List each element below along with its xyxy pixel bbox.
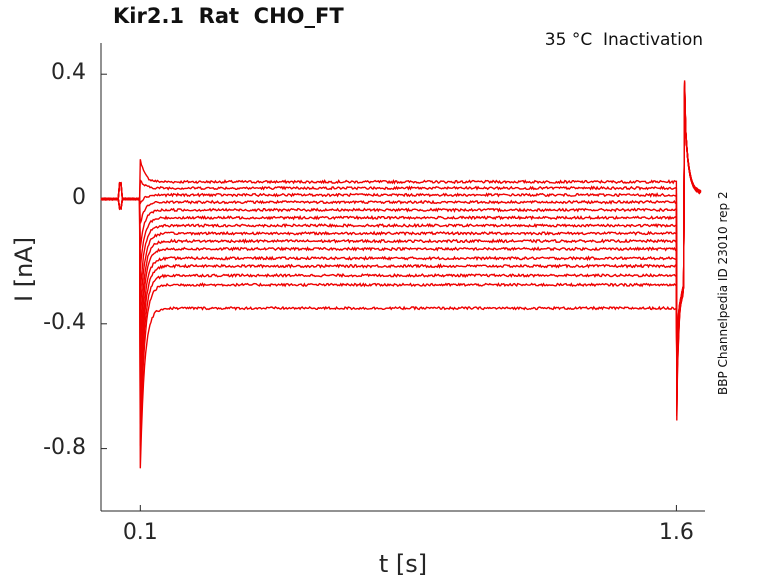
- sweep-trace: [101, 93, 702, 425]
- y-tick-marks: [101, 73, 107, 450]
- sweep-trace: [100, 88, 702, 390]
- sweep-trace: [100, 81, 701, 417]
- sweep-trace: [100, 80, 702, 421]
- x-tick-label: 1.6: [658, 520, 694, 545]
- y-tick-label: 0.4: [51, 60, 86, 86]
- y-tick-label: -0.4: [43, 309, 86, 335]
- y-tick-label: -0.8: [43, 434, 86, 460]
- x-axis-label: t [s]: [378, 550, 428, 578]
- sweep-trace: [101, 87, 702, 394]
- sweep-trace: [100, 83, 702, 408]
- sweep-trace: [100, 82, 702, 412]
- sweep-trace: [100, 92, 702, 403]
- current-traces: [100, 80, 702, 469]
- x-tick-marks: [139, 505, 677, 511]
- sweep-trace: [100, 89, 702, 385]
- condition-annotation: 35 °C Inactivation: [544, 30, 703, 50]
- sweep-trace: [100, 95, 701, 469]
- sweep-trace: [100, 91, 702, 381]
- x-tick-label: 0.1: [122, 520, 158, 545]
- y-tick-label: 0: [72, 185, 86, 210]
- channelpedia-id-label: BBP Channelpedia ID 23010 rep 2: [716, 191, 730, 395]
- chart-title: Kir2.1 Rat CHO_FT: [113, 4, 344, 28]
- sweep-trace: [100, 90, 702, 381]
- sweep-trace: [100, 85, 702, 399]
- y-axis-label: I [nA]: [10, 236, 38, 302]
- sweep-trace: [100, 84, 701, 403]
- sweep-trace: [100, 94, 701, 446]
